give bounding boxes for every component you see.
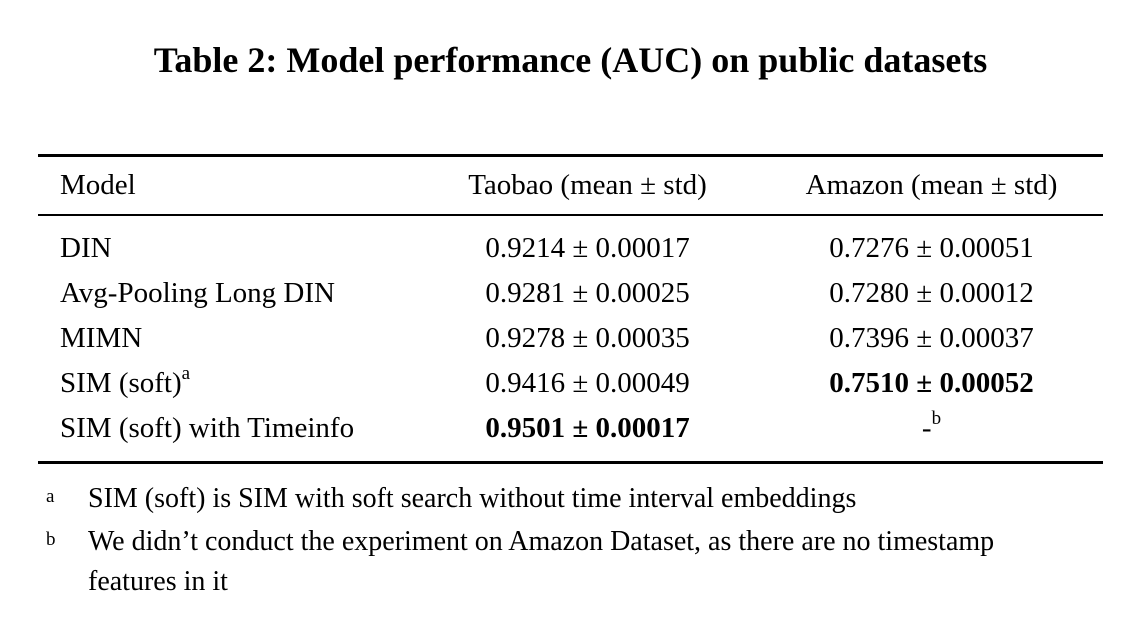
taobao-value: 0.9281 ± 0.00025 <box>485 277 690 309</box>
footnote-ref-a: a <box>181 363 191 384</box>
bottom-rule <box>38 461 1103 464</box>
amazon-value: -b <box>760 409 1103 445</box>
footnote-b-text: We didn’t conduct the experiment on Amaz… <box>88 526 995 597</box>
model-cell: MIMN <box>60 322 143 354</box>
mid-rule <box>38 214 1103 216</box>
footnotes: a SIM (soft) is SIM with soft search wit… <box>38 479 1103 602</box>
footnote-a-marker: a <box>46 486 55 507</box>
model-cell: Avg-Pooling Long DIN <box>60 277 335 309</box>
footnote-b: b We didn’t conduct the experiment on Am… <box>38 522 1068 602</box>
taobao-value: 0.9278 ± 0.00035 <box>485 322 690 354</box>
model-cell: SIM (soft) with Timeinfo <box>60 412 355 444</box>
amazon-value: 0.7280 ± 0.00012 <box>829 277 1034 309</box>
table-row-mimn: MIMN 0.9278 ± 0.00035 0.7396 ± 0.00037 <box>38 316 1103 361</box>
footnote-a-text: SIM (soft) is SIM with soft search witho… <box>88 483 857 514</box>
footnote-b-marker: b <box>46 529 56 550</box>
amazon-value: 0.7276 ± 0.00051 <box>829 232 1034 264</box>
amazon-value: 0.7396 ± 0.00037 <box>829 322 1034 354</box>
table-caption: Table 2: Model performance (AUC) on publ… <box>153 40 988 80</box>
footnote-ref-b: b <box>931 408 942 429</box>
table-row-avg-pooling-long-din: Avg-Pooling Long DIN 0.9281 ± 0.00025 0.… <box>38 271 1103 316</box>
model-name: SIM (soft) <box>60 367 182 399</box>
table-body: DIN 0.9214 ± 0.00017 0.7276 ± 0.00051 Av… <box>38 216 1103 461</box>
header-taobao: Taobao (mean ± std) <box>468 169 707 201</box>
missing-value-dash: - <box>921 412 932 444</box>
table-row-sim-soft-timeinfo: SIM (soft) with Timeinfo 0.9501 ± 0.0001… <box>38 406 1103 451</box>
footnote-a: a SIM (soft) is SIM with soft search wit… <box>38 479 1068 519</box>
table-row-sim-soft: SIM (soft)a 0.9416 ± 0.00049 0.7510 ± 0.… <box>38 361 1103 406</box>
table-header-row: Model Taobao (mean ± std) Amazon (mean ±… <box>38 157 1103 214</box>
header-model: Model <box>60 169 136 201</box>
model-cell: DIN <box>60 232 112 264</box>
header-amazon: Amazon (mean ± std) <box>805 169 1058 201</box>
amazon-value: 0.7510 ± 0.00052 <box>829 367 1034 399</box>
table-row-din: DIN 0.9214 ± 0.00017 0.7276 ± 0.00051 <box>38 226 1103 271</box>
top-rule <box>38 154 1103 157</box>
results-table: Model Taobao (mean ± std) Amazon (mean ±… <box>38 154 1103 605</box>
taobao-value: 0.9214 ± 0.00017 <box>485 232 690 264</box>
model-cell: SIM (soft)a <box>38 364 415 400</box>
taobao-value: 0.9416 ± 0.00049 <box>485 367 690 399</box>
taobao-value: 0.9501 ± 0.00017 <box>485 412 690 444</box>
